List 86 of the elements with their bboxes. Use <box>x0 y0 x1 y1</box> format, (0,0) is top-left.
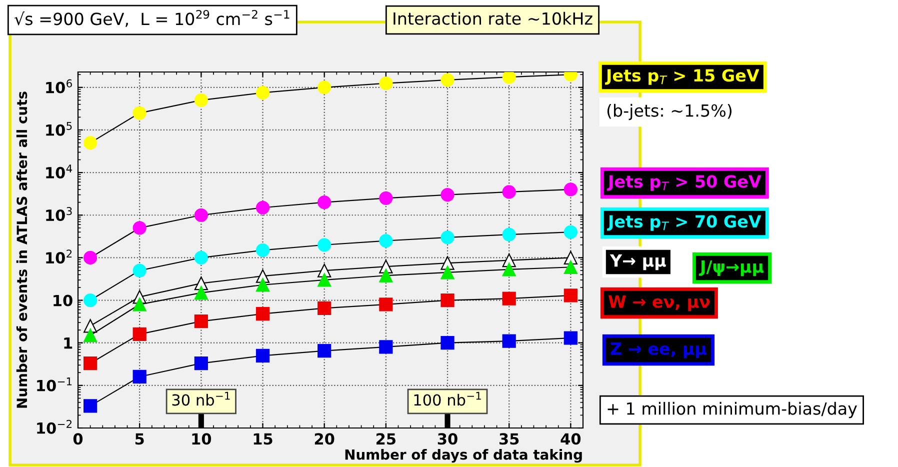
point <box>564 225 578 239</box>
legend-label: Jets p$_{T}$ > 15 GeV <box>605 69 760 85</box>
x-tick-label: 25 <box>376 433 396 445</box>
point <box>318 344 332 358</box>
point <box>440 188 454 202</box>
y-tick-label: 10$^{4}$ <box>46 164 72 178</box>
point <box>132 221 146 235</box>
point <box>256 307 270 321</box>
point <box>194 356 208 370</box>
point <box>194 250 208 265</box>
point <box>564 260 578 274</box>
point <box>318 196 332 210</box>
point <box>132 327 146 341</box>
point <box>84 328 98 342</box>
point <box>194 314 208 328</box>
y-tick-label: 10$^{2}$ <box>46 250 72 264</box>
point <box>502 228 516 242</box>
legend-label: W → eν, μν <box>608 295 710 312</box>
point <box>84 356 98 370</box>
y-tick-label: 10$^{−1}$ <box>37 377 72 392</box>
point <box>379 268 393 282</box>
x-tick-label: 40 <box>560 433 581 445</box>
point <box>84 399 98 413</box>
point <box>256 86 270 100</box>
legend-label: Z → ee, μμ <box>610 342 706 358</box>
ref-line-label: 100 nb$^{−1}$ <box>414 392 481 406</box>
text: Interaction rate ~10kHz <box>394 12 592 25</box>
point <box>440 73 454 87</box>
x-tick-label: 10 <box>192 433 212 445</box>
point <box>502 334 516 348</box>
y-tick-label: 10$^{3}$ <box>46 207 72 222</box>
point <box>379 234 393 248</box>
point <box>440 266 454 280</box>
text: + 1 million minimum-bias/day <box>608 402 857 418</box>
point <box>502 72 516 84</box>
x-tick-label: 15 <box>254 433 272 445</box>
legend-label: Υ→ μμ <box>610 254 666 270</box>
point <box>440 336 454 350</box>
point <box>379 76 393 90</box>
point <box>379 298 393 312</box>
point <box>132 106 146 120</box>
point <box>440 293 454 308</box>
y-tick-label: 10$^{−2}$ <box>37 420 72 434</box>
legend-label: J/ψ→μμ <box>699 260 764 276</box>
point <box>564 182 578 196</box>
y-axis-title: Number of events in ATLAS after all cuts <box>16 92 28 408</box>
point <box>256 348 270 362</box>
point <box>194 286 208 300</box>
x-tick-label: 35 <box>499 433 519 445</box>
point <box>564 288 578 302</box>
x-tick-label: 5 <box>135 433 144 445</box>
point <box>194 208 208 222</box>
y-tick-label: 10 <box>54 294 72 306</box>
point <box>132 370 146 384</box>
point <box>132 264 146 278</box>
point <box>84 250 98 265</box>
y-tick-label: 1 <box>64 338 72 349</box>
point <box>379 191 393 205</box>
x-axis-title: Number of days of data taking <box>345 449 582 463</box>
x-tick-label: 20 <box>314 433 334 445</box>
y-tick-label: 10$^{5}$ <box>46 122 72 136</box>
point <box>194 93 208 108</box>
point <box>132 298 146 312</box>
ref-line-label: 30 nb$^{−1}$ <box>172 392 230 406</box>
point <box>256 200 270 214</box>
point <box>256 278 270 292</box>
point <box>564 331 578 345</box>
point <box>318 273 332 287</box>
point <box>318 80 332 94</box>
point <box>84 136 98 150</box>
text: √s =900 GeV, L = 10$^{29}$ cm$^{−2}$ s$^{−1}$ <box>14 10 290 27</box>
legend-label: Jets p$_{T}$ > 70 GeV <box>607 215 762 231</box>
point <box>256 243 270 258</box>
y-tick-label: 10$^{6}$ <box>46 79 72 94</box>
point <box>318 238 332 252</box>
point <box>84 293 98 308</box>
point <box>502 292 516 306</box>
point <box>502 185 516 199</box>
legend-label: Jets p$_{T}$ > 50 GeV <box>607 175 762 191</box>
point <box>379 340 393 354</box>
x-tick-label: 0 <box>73 433 83 445</box>
text: (b-jets: ~1.5%) <box>607 104 732 120</box>
x-tick-label: 30 <box>438 433 458 445</box>
point <box>440 230 454 244</box>
point <box>318 301 332 316</box>
point <box>502 262 516 276</box>
